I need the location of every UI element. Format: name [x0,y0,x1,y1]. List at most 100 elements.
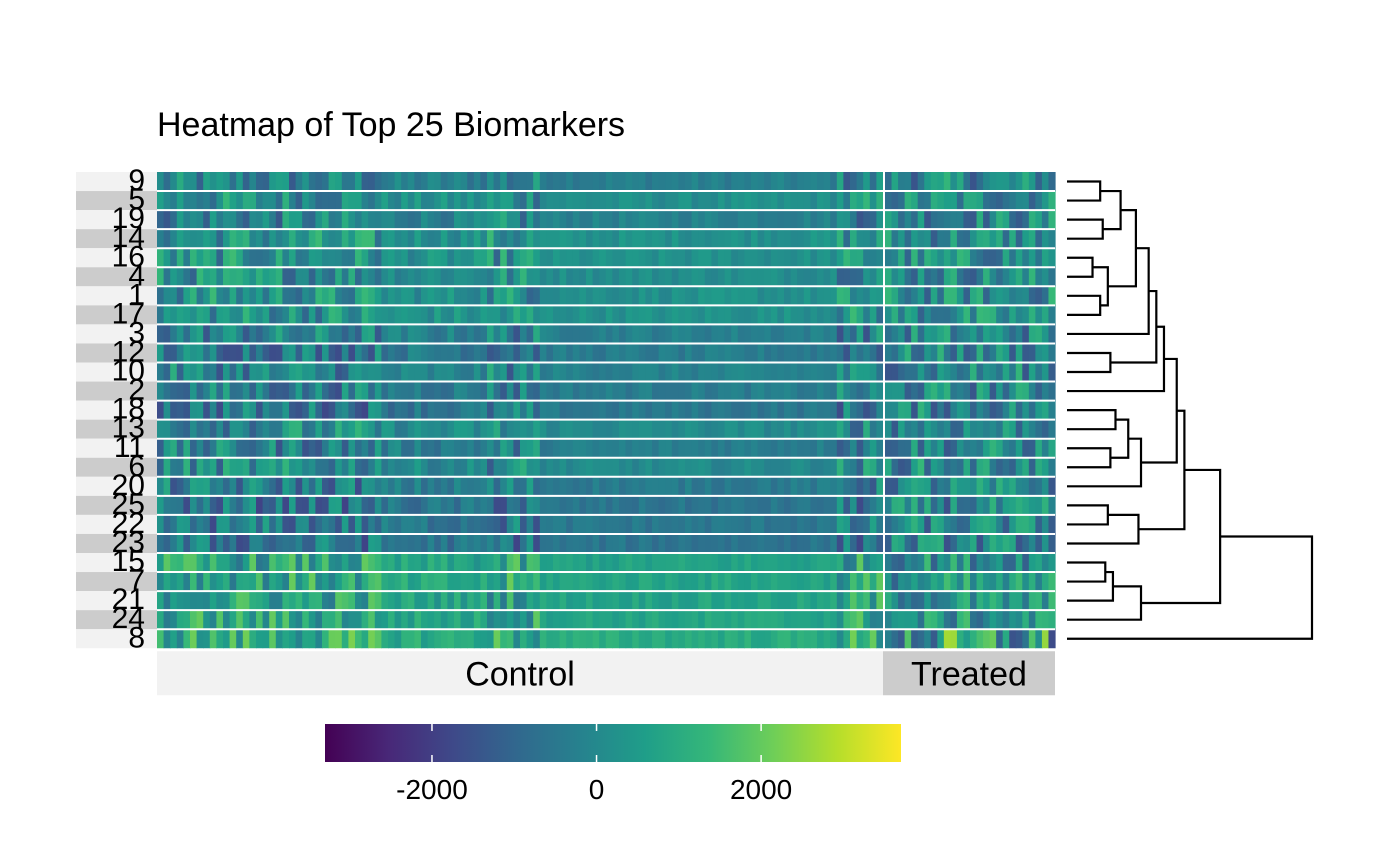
heat-cell [744,343,752,363]
heat-cell [737,343,745,363]
heat-cell [850,400,858,420]
heat-cell [302,229,310,249]
heat-cell [513,572,521,592]
heat-cell [836,533,844,553]
heat-cell [163,267,171,287]
heat-cell [704,229,712,249]
heat-cell [950,572,958,592]
heat-cell [487,419,495,439]
heat-cell [671,419,679,439]
heat-cell [904,553,912,573]
heat-cell [328,419,336,439]
heat-cell [355,514,363,534]
heat-cell [956,267,965,287]
heat-cell [1048,457,1056,477]
heat-cell [242,191,250,211]
heat-cell [407,572,415,592]
heat-cell [956,591,965,611]
heat-cell [308,553,316,573]
heat-cell [691,553,699,573]
heat-cell [937,610,945,630]
heat-cell [289,191,297,211]
heat-cell [242,210,250,230]
heat-cell [170,553,178,573]
heat-cell [983,305,991,325]
heat-cell [943,514,951,534]
heat-cell [566,629,574,649]
heat-cell [1015,629,1023,649]
heat-cell [533,191,541,211]
heat-cell [368,629,376,649]
heat-cell [163,362,171,382]
heat-cell [374,191,382,211]
heat-cell [1028,533,1036,553]
row-band [76,172,157,192]
heat-cell [803,229,811,249]
heat-cell [731,438,739,458]
heat-cell [983,400,991,420]
heat-cell [506,210,514,230]
heat-cell [414,610,422,630]
heat-cell [718,172,726,192]
heat-cell [374,553,382,573]
heat-cell [605,210,613,230]
heat-cell [381,229,389,249]
heat-cell [652,172,660,192]
heat-cell [777,591,785,611]
heat-cell [401,419,409,439]
heat-cell [830,172,838,192]
heat-cell [467,572,475,592]
heat-cell [757,305,765,325]
heat-cell [302,457,310,477]
heat-cell [885,533,893,553]
heat-cell [950,324,958,344]
heat-cell [381,343,389,363]
row-label: 14 [112,221,145,254]
heat-cell [996,267,1004,287]
row-band [76,210,157,230]
heat-cell [850,229,858,249]
heat-cell [843,305,851,325]
heat-cell [996,305,1004,325]
heat-cell [473,381,481,401]
heat-cell [731,514,739,534]
heat-cell [625,514,633,534]
heat-cell [473,229,481,249]
heat-cell [685,343,693,363]
heat-cell [904,248,912,268]
heat-cell [302,305,310,325]
heat-cell [911,591,919,611]
heat-cell [381,438,389,458]
heat-cell [698,514,706,534]
heat-cell [533,438,541,458]
heat-cell [322,400,330,420]
heat-cell [963,476,971,496]
heat-cell [355,305,363,325]
heat-cell [190,419,198,439]
heat-cell [579,476,587,496]
heat-cell [830,533,838,553]
dendrogram-branch [1067,561,1107,583]
heat-cell [665,267,673,287]
heat-cell [956,419,965,439]
heat-cell [249,629,257,649]
heat-cell [262,286,270,306]
heat-cell [784,381,792,401]
heat-cell [1002,362,1010,382]
heat-cell [943,381,951,401]
heat-cell [553,381,561,401]
heat-cell [770,381,778,401]
heat-cell [368,248,376,268]
heat-cell [407,533,415,553]
heat-cell [1035,229,1043,249]
row-band [76,343,157,363]
heat-cell [388,553,396,573]
heat-cell [579,343,587,363]
heat-cell [176,362,184,382]
heat-cell [203,172,211,192]
heat-cell [190,172,198,192]
row-label: 19 [112,202,145,235]
heat-cell [407,629,415,649]
heat-cell [256,400,264,420]
heat-cell [341,553,349,573]
